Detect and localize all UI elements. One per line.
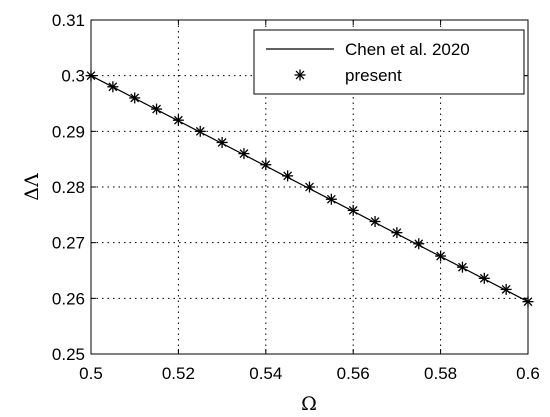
- data-point-present: [216, 136, 228, 148]
- x-axis-label: Ω: [301, 393, 317, 415]
- y-tick-label: 0.3: [61, 67, 85, 86]
- x-tick-labels: 0.5 0.52 0.54 0.56 0.58 0.6: [79, 364, 540, 383]
- data-point-present: [304, 181, 315, 193]
- legend-label-chen: Chen et al. 2020: [345, 40, 470, 59]
- data-point-present: [107, 81, 119, 93]
- x-tick-label: 0.6: [516, 364, 540, 383]
- data-point-present: [456, 261, 468, 273]
- data-point-present: [129, 92, 141, 104]
- x-tick-label: 0.5: [79, 364, 103, 383]
- plot-frame: [90, 19, 529, 355]
- y-tick-label: 0.31: [52, 11, 85, 30]
- series-layer: [85, 70, 534, 308]
- legend-box: [253, 29, 525, 95]
- legend: Chen et al. 2020 present: [253, 29, 525, 95]
- y-tick-label: 0.27: [52, 234, 85, 253]
- data-point-present: [522, 296, 534, 308]
- y-axis-label: ΔΛ: [21, 173, 43, 201]
- data-point-present: [413, 238, 425, 250]
- legend-asterisk-icon: [294, 69, 306, 81]
- legend-label-present: present: [345, 66, 402, 85]
- data-point-present: [347, 204, 359, 216]
- data-point-present: [325, 193, 337, 205]
- data-point-present: [282, 170, 294, 182]
- data-point-present: [238, 148, 250, 160]
- x-tick-label: 0.54: [249, 364, 282, 383]
- y-tick-label: 0.25: [52, 345, 85, 364]
- data-point-present: [151, 103, 163, 115]
- data-point-present: [172, 114, 184, 126]
- y-tick-label: 0.29: [52, 122, 85, 141]
- x-tick-label: 0.52: [162, 364, 195, 383]
- data-point-present: [500, 283, 512, 295]
- x-tick-label: 0.56: [337, 364, 370, 383]
- data-point-present: [435, 250, 447, 262]
- data-point-present: [194, 125, 206, 137]
- data-point-present: [260, 159, 272, 171]
- y-tick-labels: 0.25 0.26 0.27 0.28 0.29 0.3 0.31: [52, 11, 85, 364]
- x-tick-label: 0.58: [424, 364, 457, 383]
- data-point-present: [369, 216, 381, 228]
- legend-asterisk-swatch: [294, 69, 306, 81]
- y-tick-label: 0.26: [52, 289, 85, 308]
- y-tick-label: 0.28: [52, 178, 85, 197]
- data-point-present: [391, 227, 403, 239]
- data-point-present: [478, 272, 490, 284]
- data-point-present: [85, 70, 97, 82]
